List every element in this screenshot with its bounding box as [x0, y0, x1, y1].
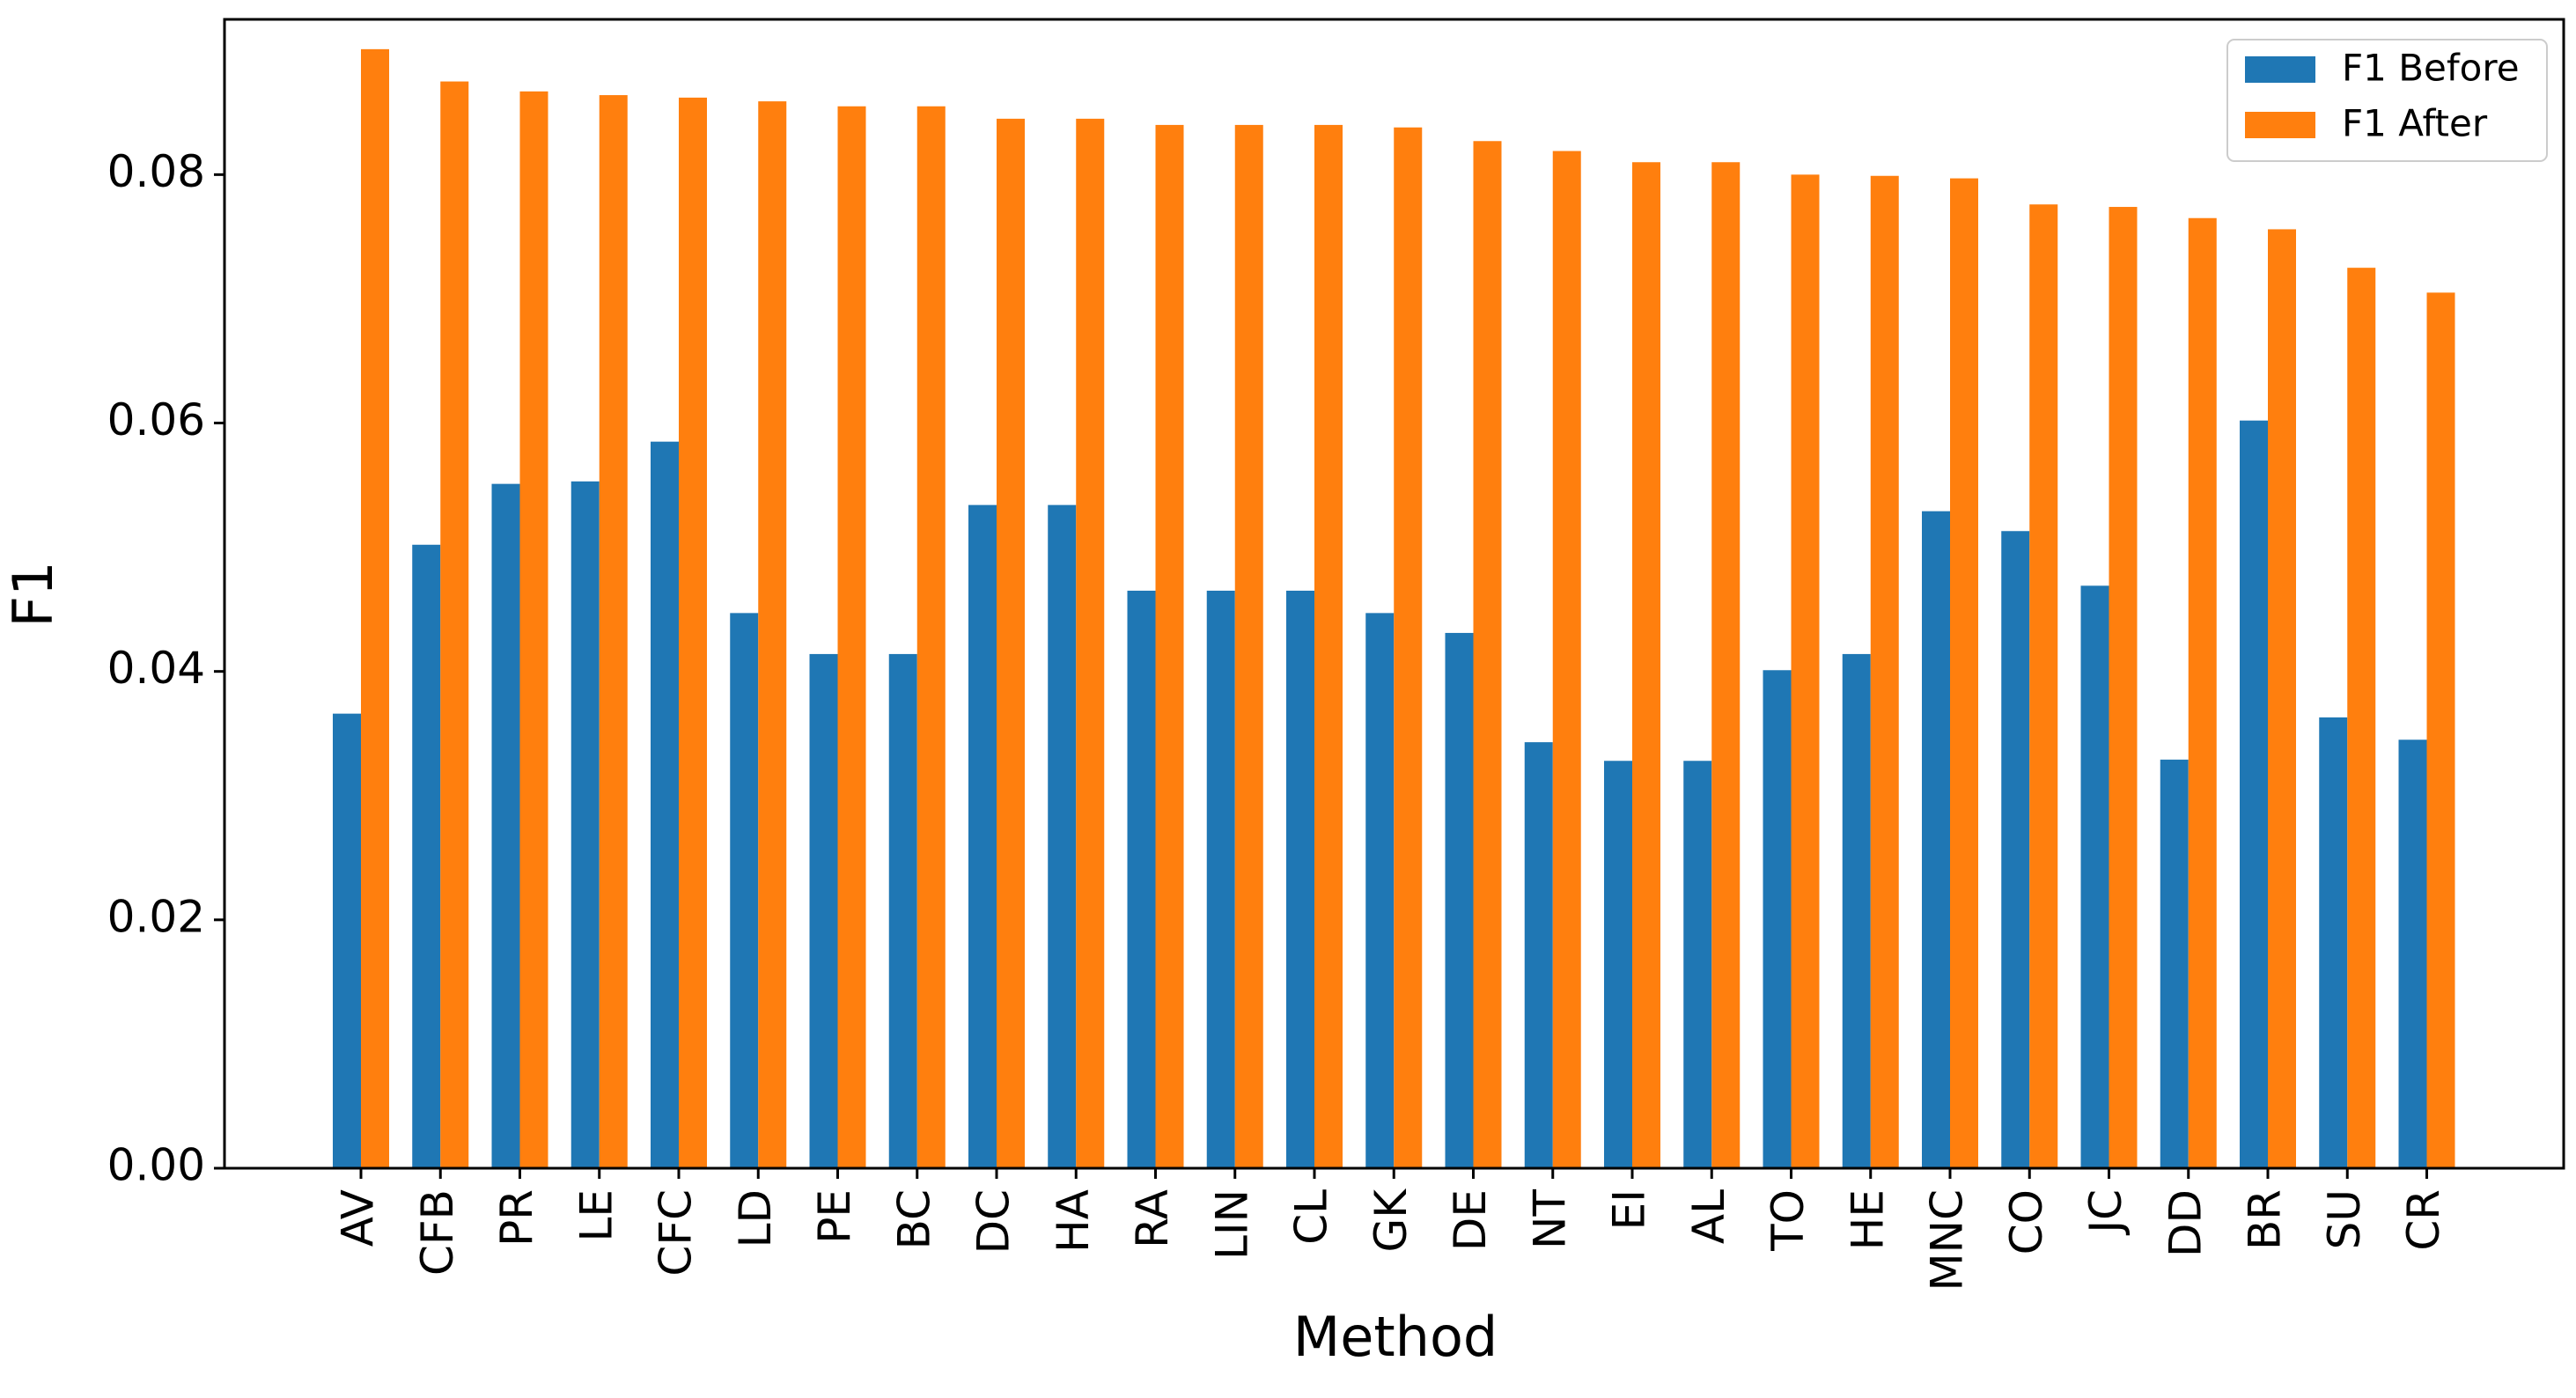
bar-f1-after-cl [1314, 124, 1343, 1168]
x-tick-label-br: BR [2240, 1189, 2291, 1250]
bar-f1-before-av [333, 713, 361, 1168]
bar-f1-before-cfb [412, 544, 441, 1168]
bar-f1-before-gk [1365, 613, 1395, 1168]
bars-layer [333, 48, 2455, 1169]
x-tick-label-pe: PE [809, 1189, 860, 1244]
x-tick-label-av: AV [333, 1189, 384, 1247]
bar-f1-after-cfb [440, 81, 469, 1169]
y-tick-label: 0.06 [107, 394, 205, 445]
bar-f1-after-mnc [1950, 178, 1978, 1169]
bar-f1-before-dc [968, 504, 997, 1168]
bar-f1-after-lin [1234, 124, 1263, 1168]
bar-f1-before-to [1763, 670, 1792, 1168]
y-tick-label: 0.00 [107, 1140, 205, 1191]
bar-f1-after-de [1473, 141, 1502, 1168]
bar-f1-before-bc [888, 653, 917, 1168]
bar-f1-before-le [570, 481, 600, 1168]
bar-f1-before-ei [1604, 761, 1632, 1168]
bar-f1-before-he [1842, 653, 1871, 1168]
x-tick-label-su: SU [2319, 1189, 2370, 1249]
bar-f1-before-pe [809, 653, 838, 1168]
x-tick-label-nt: NT [1524, 1189, 1575, 1249]
x-tick-label-mnc: MNC [1922, 1189, 1973, 1291]
y-axis: 0.00 0.02 0.04 0.06 0.08 [107, 146, 224, 1191]
bar-f1-after-pe [837, 106, 866, 1169]
bar-f1-after-jc [2109, 207, 2138, 1168]
bar-f1-before-ha [1048, 504, 1077, 1168]
bar-f1-after-ha [1076, 118, 1105, 1168]
bar-f1-after-ld [758, 101, 787, 1168]
x-tick-label-ld: LD [730, 1189, 781, 1247]
bar-f1-after-br [2268, 229, 2296, 1169]
x-tick-label-to: TO [1763, 1189, 1814, 1252]
bar-f1-after-gk [1394, 127, 1423, 1169]
bar-f1-after-ei [1632, 162, 1660, 1168]
bar-f1-after-su [2347, 268, 2376, 1168]
bar-f1-after-bc [916, 106, 946, 1169]
x-tick-label-de: DE [1445, 1189, 1496, 1251]
x-tick-label-ha: HA [1048, 1189, 1099, 1253]
legend: F1 Before F1 After [2226, 39, 2548, 162]
bar-f1-after-le [599, 95, 628, 1169]
x-tick-label-al: AL [1683, 1189, 1734, 1244]
x-tick-label-le: LE [570, 1189, 622, 1241]
bar-f1-after-dc [997, 118, 1025, 1168]
x-tick-label-dc: DC [968, 1189, 1019, 1254]
bar-f1-before-ra [1127, 590, 1156, 1168]
bar-f1-before-lin [1206, 590, 1235, 1168]
bar-f1-after-cfc [679, 97, 707, 1168]
bar-f1-before-cfc [651, 441, 679, 1169]
legend-swatch-f1-before [2245, 56, 2315, 83]
bar-f1-before-de [1445, 632, 1474, 1168]
x-tick-label-cfb: CFB [412, 1189, 463, 1276]
bar-f1-before-pr [491, 483, 520, 1168]
x-tick-label-ra: RA [1127, 1189, 1178, 1248]
bar-f1-after-cr [2426, 292, 2455, 1168]
bar-f1-before-su [2319, 717, 2348, 1168]
bar-f1-before-jc [2080, 585, 2109, 1168]
bar-f1-after-co [2029, 204, 2058, 1168]
x-tick-label-cfc: CFC [651, 1189, 702, 1277]
bar-f1-before-co [2001, 531, 2030, 1168]
x-tick-label-jc: JC [2080, 1189, 2131, 1236]
x-axis: AV CFB PR LE CFC LD PE BC DC HA RA LIN CL GK DE NT EI AL T… [333, 1168, 2449, 1291]
bar-f1-before-nt [1524, 742, 1553, 1168]
legend-label-f1-after: F1 After [2342, 102, 2488, 145]
x-tick-label-co: CO [2001, 1189, 2052, 1255]
y-tick-label: 0.02 [107, 891, 205, 942]
x-tick-label-bc: BC [888, 1189, 939, 1249]
bar-f1-before-ld [730, 613, 759, 1168]
bar-f1-after-ra [1155, 124, 1184, 1168]
bar-f1-after-he [1870, 175, 1899, 1168]
bar-f1-before-mnc [1922, 511, 1950, 1168]
bar-f1-after-al [1711, 162, 1741, 1168]
bar-f1-before-dd [2160, 759, 2189, 1168]
y-axis-label: F1 [1, 561, 65, 627]
bar-f1-after-pr [519, 91, 548, 1168]
legend-swatch-f1-after [2245, 112, 2315, 138]
x-axis-label: Method [1293, 1305, 1498, 1369]
x-tick-label-gk: GK [1365, 1188, 1417, 1253]
bar-f1-after-av [361, 48, 389, 1168]
y-tick-label: 0.04 [107, 643, 205, 694]
legend-label-f1-before: F1 Before [2342, 47, 2520, 90]
bar-f1-after-to [1791, 174, 1820, 1169]
bar-f1-after-dd [2188, 217, 2217, 1168]
bar-f1-before-al [1683, 761, 1712, 1168]
y-tick-label: 0.08 [107, 146, 205, 197]
x-tick-label-cr: CR [2398, 1189, 2449, 1251]
bar-f1-before-br [2240, 420, 2268, 1168]
bar-f1-before-cr [2398, 739, 2427, 1168]
x-tick-label-ei: EI [1604, 1189, 1655, 1230]
x-tick-label-lin: LIN [1206, 1189, 1257, 1260]
x-tick-label-pr: PR [491, 1189, 542, 1247]
x-tick-label-he: HE [1842, 1189, 1893, 1250]
x-tick-label-cl: CL [1286, 1189, 1337, 1245]
bar-f1-before-cl [1286, 590, 1314, 1168]
x-tick-label-dd: DD [2160, 1189, 2211, 1257]
bar-f1-after-nt [1552, 151, 1581, 1169]
